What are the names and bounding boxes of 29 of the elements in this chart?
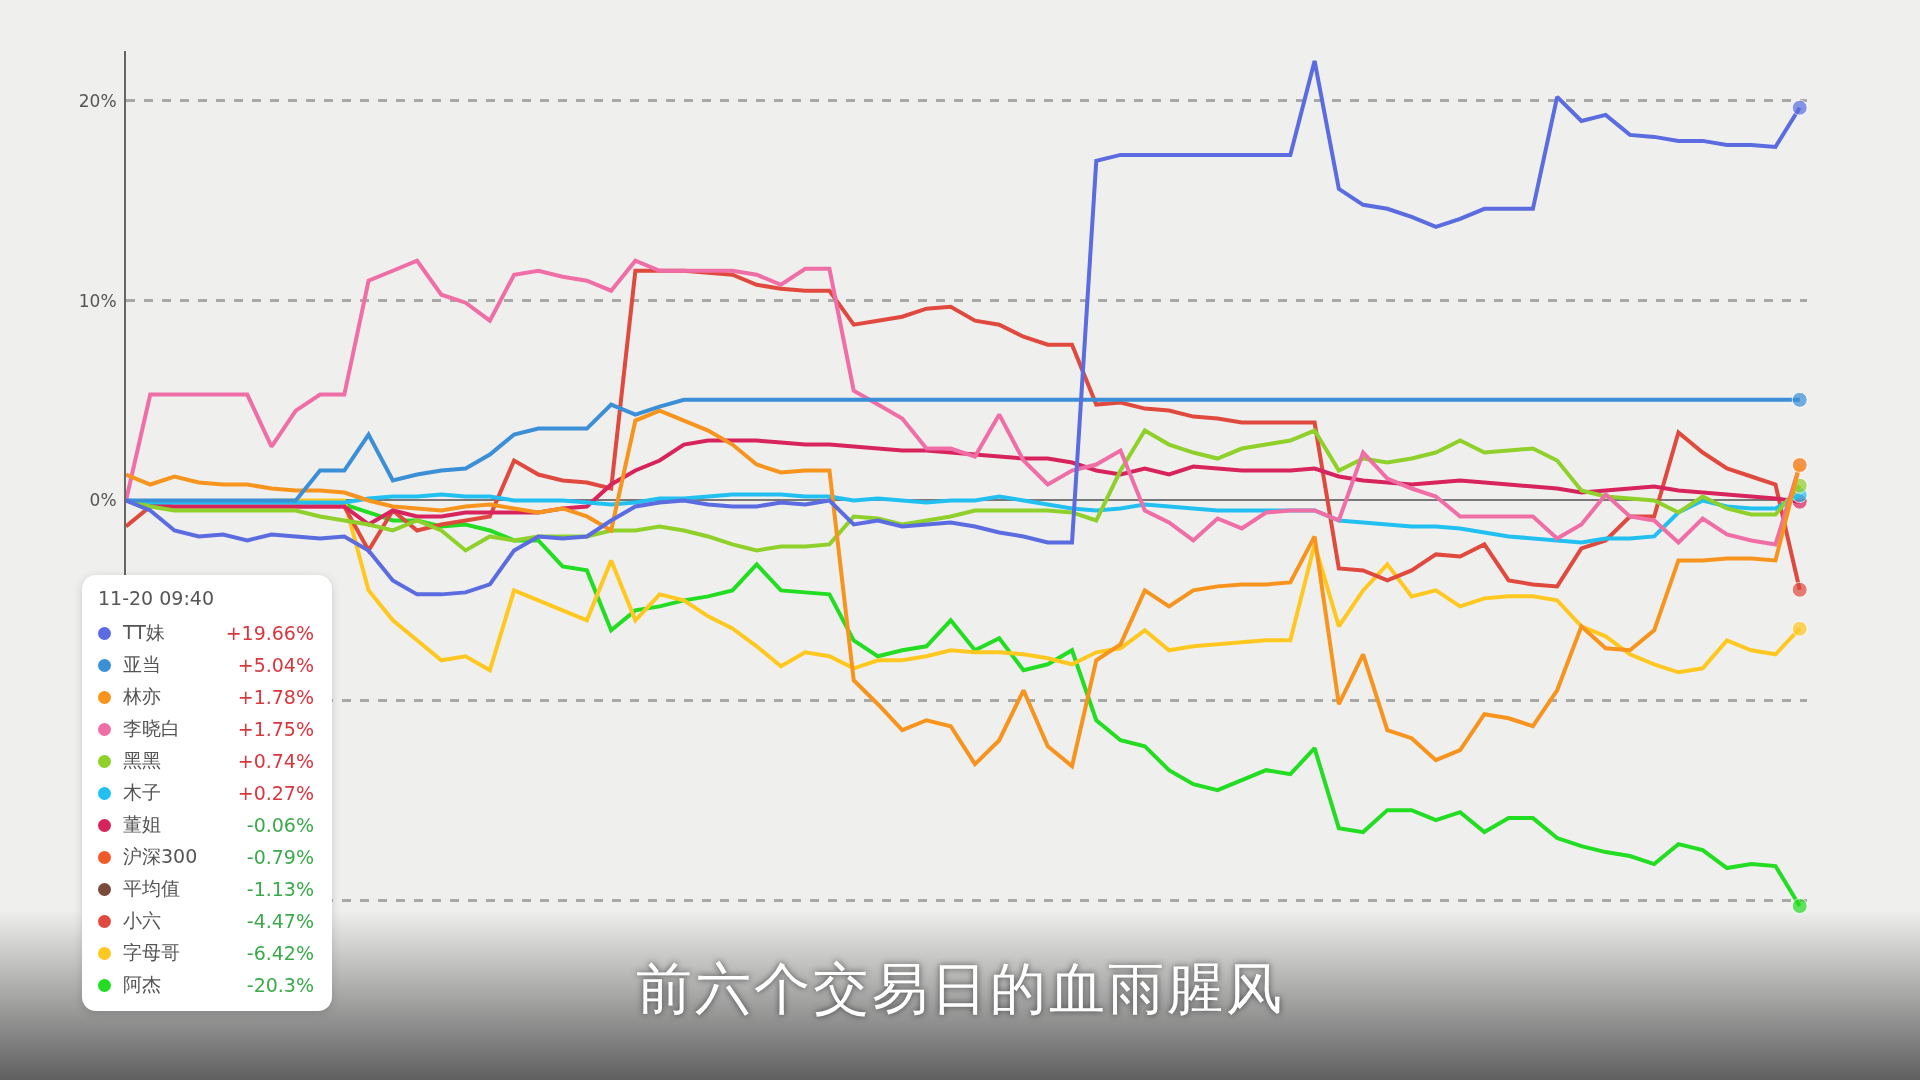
legend-label: 小六 — [123, 908, 162, 933]
legend-label: TT妹 — [123, 620, 166, 645]
annotation: +0.27% — [237, 782, 314, 804]
annotation: +19.66% — [225, 622, 314, 644]
legend-label: 木子 — [123, 780, 162, 805]
legend-label: 沪深300 — [123, 844, 199, 869]
annotation: -1.13% — [246, 878, 314, 900]
annotation: +1.78% — [237, 686, 314, 708]
legend-label: 亚当 — [123, 652, 162, 677]
annotation: -0.79% — [246, 846, 314, 868]
y-tick-label: 10% — [78, 290, 117, 311]
text: -20.3% — [246, 974, 314, 996]
legend-label: 李晓白 — [123, 716, 181, 741]
legend-label: 阿杰 — [123, 972, 162, 997]
legend-label: 黑黑 — [123, 748, 162, 773]
y-tick-label: 20% — [78, 90, 117, 111]
annotation: -0.06% — [246, 814, 314, 836]
legend-label: 董姐 — [123, 812, 162, 837]
text: 前六个交易日的血雨腥风 — [635, 956, 1285, 1021]
legend-label: 字母哥 — [123, 940, 181, 965]
legend-label: 平均值 — [123, 876, 181, 901]
annotation: -4.47% — [246, 910, 314, 932]
legend-title: 11-20 09:40 — [98, 587, 215, 609]
text: -6.42% — [246, 942, 314, 964]
legend-label: 林亦 — [123, 684, 162, 709]
annotation: +5.04% — [237, 654, 314, 676]
y-tick-label: 0% — [89, 490, 117, 511]
annotation: +0.74% — [237, 750, 314, 772]
annotation: +1.75% — [237, 718, 314, 740]
